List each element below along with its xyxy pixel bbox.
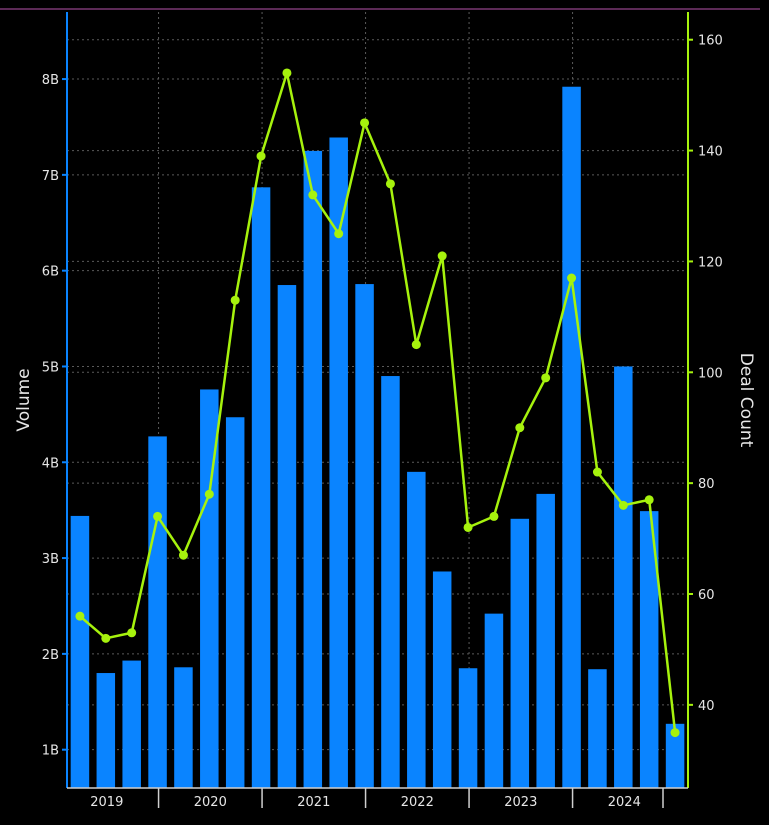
bar-2019-q3 — [122, 660, 141, 788]
deal-count-point-2023-q1 — [489, 511, 499, 521]
line-series — [75, 68, 680, 738]
deal-count-point-2020-q2 — [204, 489, 214, 499]
right-tick-label: 100 — [698, 366, 723, 381]
bar-2022-q4 — [458, 668, 478, 788]
x-tick-label-2024: 2024 — [608, 795, 641, 810]
left-tick-label: 2B — [42, 648, 59, 663]
bar-2024-q4 — [665, 723, 685, 788]
bar-2022-q1 — [381, 376, 400, 788]
bar-2020-q3 — [225, 417, 245, 788]
right-tick-label: 140 — [698, 145, 723, 160]
left-axis-title: Volume — [14, 368, 34, 431]
deal-count-point-2024-q1 — [592, 467, 602, 477]
x-tick-label-2022: 2022 — [401, 795, 434, 810]
bar-2022-q2 — [407, 471, 426, 788]
deal-count-point-2020-q4 — [256, 151, 266, 161]
bar-series — [70, 86, 685, 789]
deal-count-point-2021-q3 — [334, 229, 344, 239]
left-tick-label: 5B — [42, 360, 59, 375]
right-axis-title: Deal Count — [736, 353, 756, 448]
bar-2021-q1 — [277, 285, 297, 788]
deal-count-point-2022-q1 — [385, 179, 395, 189]
deal-count-point-2021-q4 — [360, 118, 370, 128]
deal-count-point-2019-q1 — [75, 611, 85, 621]
bar-2020-q1 — [174, 667, 193, 788]
x-tick-label-2020: 2020 — [194, 795, 227, 810]
deal-count-point-2021-q2 — [308, 190, 318, 200]
bar-2024-q2 — [614, 366, 633, 788]
x-tick-label-2019: 2019 — [90, 795, 123, 810]
bar-2020-q4 — [251, 187, 271, 789]
deal-count-point-2023-q3 — [541, 373, 551, 383]
left-tick-label: 6B — [42, 265, 59, 280]
bar-2021-q2 — [303, 150, 323, 788]
right-tick-label: 60 — [698, 588, 715, 603]
deal-count-point-2020-q1 — [178, 550, 188, 560]
bar-2021-q4 — [355, 284, 374, 788]
deal-count-point-2019-q3 — [127, 628, 137, 638]
bar-2019-q2 — [96, 673, 116, 788]
deal-count-point-2019-q4 — [153, 511, 163, 521]
bar-2022-q3 — [432, 571, 452, 788]
bar-2023-q1 — [484, 613, 504, 788]
bar-2023-q2 — [510, 518, 530, 788]
deal-count-point-2019-q2 — [101, 633, 111, 643]
left-tick-label: 4B — [42, 456, 59, 471]
deal-count-point-2020-q3 — [230, 295, 240, 305]
deal-count-point-2024-q4 — [670, 728, 680, 738]
bar-2024-q3 — [639, 511, 659, 788]
deal-count-point-2023-q4 — [567, 273, 577, 283]
right-tick-label: 40 — [698, 699, 715, 714]
right-tick-label: 120 — [698, 255, 723, 270]
deal-count-point-2024-q3 — [644, 495, 654, 505]
deal-count-point-2022-q2 — [411, 340, 421, 350]
axes: 1B 2B 3B 4B 5B 6B 7B 8B 40 60 80 100 120 140 160 2019 20… — [42, 12, 723, 810]
deal-count-point-2022-q3 — [437, 251, 447, 261]
right-tick-label: 160 — [698, 34, 723, 49]
right-tick-label: 80 — [698, 477, 715, 492]
deal-count-point-2024-q2 — [618, 500, 628, 510]
left-tick-label: 8B — [42, 73, 59, 88]
bar-2021-q3 — [329, 137, 348, 789]
bar-2023-q4 — [562, 86, 581, 788]
deal-count-line — [79, 71, 677, 733]
left-tick-label: 3B — [42, 552, 59, 567]
bar-2023-q3 — [536, 493, 555, 788]
x-tick-label-2023: 2023 — [504, 795, 537, 810]
left-tick-label: 1B — [42, 744, 59, 759]
deal-count-point-2022-q4 — [463, 522, 473, 532]
bar-2019-q4 — [148, 436, 167, 788]
deal-count-point-2021-q1 — [282, 68, 292, 78]
bar-2020-q2 — [200, 389, 219, 788]
x-tick-label-2021: 2021 — [297, 795, 330, 810]
left-tick-label: 7B — [42, 169, 59, 184]
bar-2024-q1 — [588, 669, 607, 788]
bar-2019-q1 — [70, 515, 90, 788]
deal-count-point-2023-q2 — [515, 423, 525, 433]
